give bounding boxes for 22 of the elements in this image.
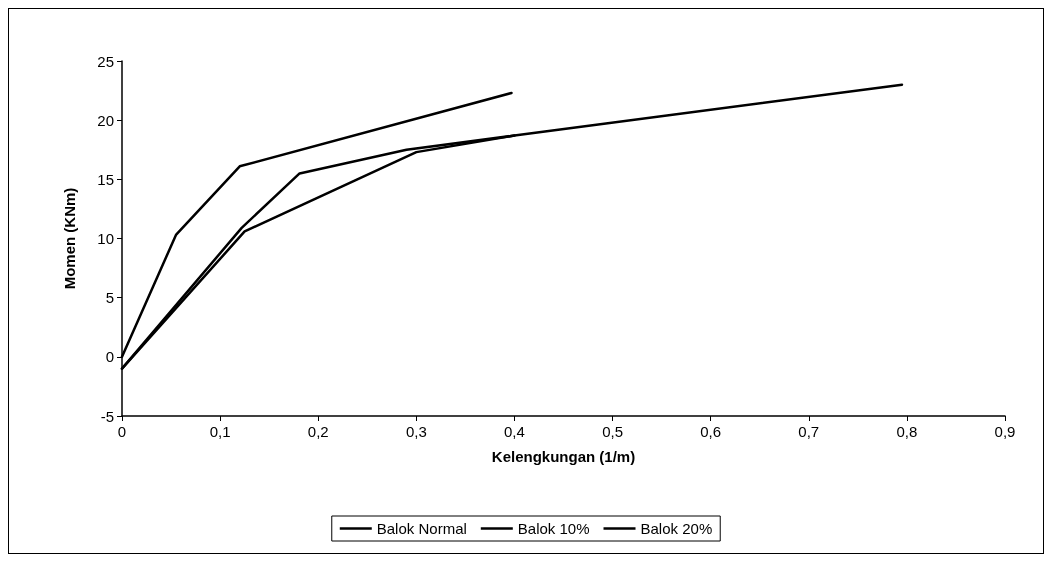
- y-tick-label: 0: [105, 348, 114, 366]
- y-tick-label: 5: [105, 289, 114, 307]
- x-tick-label: 0,4: [504, 423, 525, 440]
- x-tick-label: 0,1: [209, 423, 231, 440]
- y-tick-label: 15: [97, 170, 114, 188]
- y-tick-label: 10: [97, 230, 114, 247]
- x-tick-label: 0,5: [602, 423, 623, 440]
- x-tick-label: 0,9: [994, 423, 1016, 440]
- legend-label: Balok 10%: [517, 520, 590, 537]
- legend-label: Balok Normal: [376, 520, 467, 537]
- x-axis-title: Kelengkungan (1/m): [491, 448, 636, 465]
- x-tick-label: 0,2: [307, 423, 329, 440]
- x-tick-label: 0,8: [896, 423, 918, 440]
- legend-label: Balok 20%: [640, 520, 713, 537]
- y-tick-label: 25: [97, 52, 114, 70]
- y-axis-title: Momen (KNm): [61, 187, 78, 290]
- x-tick-label: 0,3: [405, 423, 427, 440]
- y-tick-label: -5: [100, 407, 114, 425]
- x-tick-label: 0,6: [700, 423, 722, 440]
- x-tick-label: 0,7: [798, 423, 820, 440]
- y-tick-label: 20: [97, 111, 114, 129]
- x-tick-label: 0: [117, 423, 127, 440]
